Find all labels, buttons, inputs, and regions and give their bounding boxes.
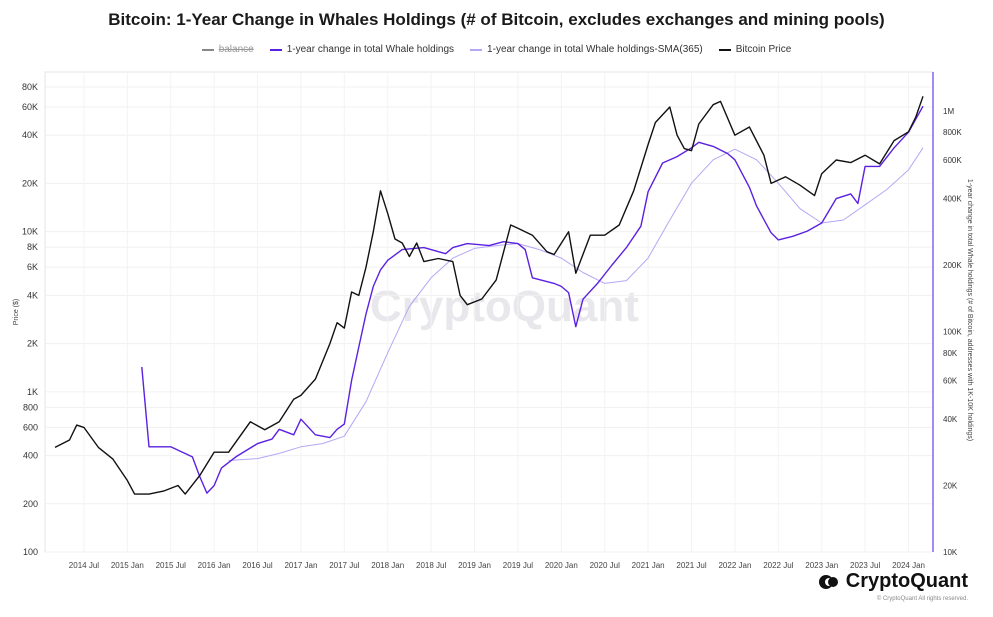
y-left-tick-label: 40K	[22, 130, 38, 140]
y-right-tick-label: 60K	[943, 376, 958, 385]
brand-name: CryptoQuant	[845, 570, 968, 592]
y-right-tick-label: 100K	[943, 327, 962, 336]
y-right-tick-label: 600K	[943, 156, 962, 165]
y-left-tick-label: 80K	[22, 82, 38, 92]
y-left-tick-label: 4K	[27, 290, 38, 300]
y-right-tick-label: 80K	[943, 349, 958, 358]
y-left-tick-label: 400	[23, 451, 38, 461]
legend-item-btc-price[interactable]: Bitcoin Price	[718, 44, 792, 55]
x-tick-label: 2022 Jan	[718, 561, 751, 570]
x-tick-label: 2015 Jan	[111, 561, 144, 570]
btc-price-line	[54, 96, 924, 495]
y-left-tick-label: 1K	[27, 387, 38, 397]
y-left-tick-label: 10K	[22, 227, 38, 237]
x-tick-label: 2023 Jul	[850, 561, 880, 570]
y-left-tick-label: 600	[23, 422, 38, 432]
y-left-tick-label: 200	[23, 499, 38, 509]
x-tick-label: 2016 Jul	[242, 561, 272, 570]
x-tick-label: 2018 Jan	[371, 561, 404, 570]
y-left-tick-label: 100	[23, 547, 38, 557]
x-tick-label: 2021 Jan	[632, 561, 665, 570]
x-tick-label: 2014 Jul	[69, 561, 99, 570]
legend-item-balance[interactable]: balance	[201, 44, 254, 55]
x-tick-label: 2024 Jan	[892, 561, 925, 570]
y-right-tick-label: 20K	[943, 482, 958, 491]
x-tick-label: 2017 Jan	[284, 561, 317, 570]
y-right-tick-label: 400K	[943, 195, 962, 204]
y-left-axis-title: Price ($)	[13, 299, 20, 325]
y-right-tick-label: 10K	[943, 548, 958, 557]
legend-label-whale-sma: 1-year change in total Whale holdings-SM…	[487, 44, 703, 55]
copyright-text: © CryptoQuant All rights reserved.	[876, 596, 968, 602]
y-left-tick-label: 6K	[27, 262, 38, 272]
x-tick-label: 2020 Jan	[545, 561, 578, 570]
legend-label-btc-price: Bitcoin Price	[735, 44, 792, 55]
y-right-tick-label: 40K	[943, 415, 958, 424]
y-left-tick-label: 800	[23, 402, 38, 412]
x-tick-label: 2018 Jul	[416, 561, 446, 570]
legend-swatch-whale-sma	[470, 48, 483, 51]
x-tick-label: 2023 Jan	[805, 561, 838, 570]
x-tick-label: 2019 Jul	[503, 561, 533, 570]
whale-sma-line	[228, 147, 924, 461]
legend: balance 1-year change in total Whale hol…	[0, 44, 993, 55]
x-tick-label: 2016 Jan	[198, 561, 231, 570]
y-left-tick-label: 8K	[27, 242, 38, 252]
legend-swatch-balance	[201, 48, 214, 51]
y-left-tick-label: 2K	[27, 339, 38, 349]
y-left-tick-label: 60K	[22, 102, 38, 112]
x-tick-label: 2017 Jul	[329, 561, 359, 570]
chart-title: Bitcoin: 1-Year Change in Whales Holding…	[108, 10, 885, 29]
y-right-tick-label: 1M	[943, 107, 954, 116]
y-right-tick-label: 800K	[943, 128, 962, 137]
x-tick-label: 2020 Jul	[590, 561, 620, 570]
x-tick-label: 2015 Jul	[156, 561, 186, 570]
legend-swatch-btc-price	[718, 48, 731, 51]
y-right-axis-title: 1-year change in total Whale holdings (#…	[966, 179, 973, 441]
plot-area	[44, 71, 934, 553]
y-left-tick-label: 20K	[22, 178, 38, 188]
legend-label-balance: balance	[218, 44, 254, 55]
cryptoquant-logo-icon	[818, 574, 838, 589]
y-right-tick-label: 200K	[943, 261, 962, 270]
legend-item-whale-change[interactable]: 1-year change in total Whale holdings	[269, 44, 455, 55]
x-tick-label: 2021 Jul	[676, 561, 706, 570]
whale-change-line	[141, 105, 924, 494]
x-tick-label: 2019 Jan	[458, 561, 491, 570]
legend-label-whale-change: 1-year change in total Whale holdings	[286, 44, 455, 55]
x-tick-label: 2022 Jul	[763, 561, 793, 570]
legend-swatch-whale-change	[269, 48, 282, 51]
brand-logo[interactable]: CryptoQuant	[818, 570, 968, 593]
legend-item-whale-sma[interactable]: 1-year change in total Whale holdings-SM…	[470, 44, 703, 55]
